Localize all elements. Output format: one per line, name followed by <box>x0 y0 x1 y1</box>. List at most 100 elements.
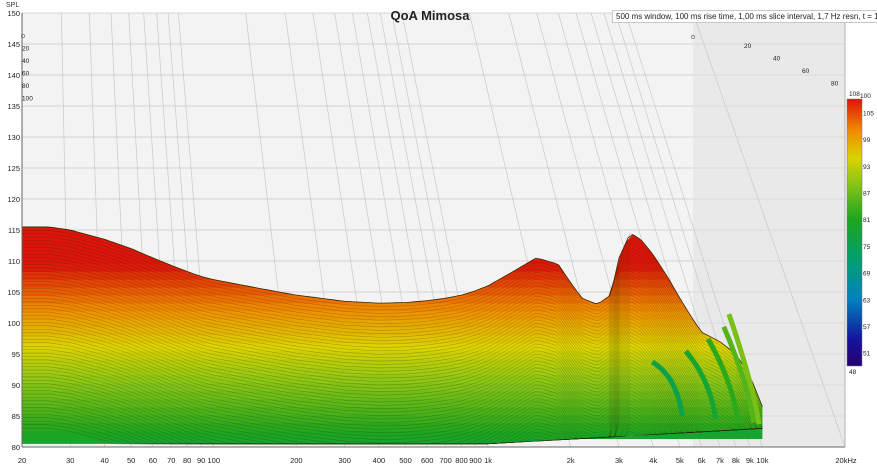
x-tick-label: 20 <box>18 456 26 465</box>
surface-band <box>22 367 763 407</box>
x-tick-label: 80 <box>183 456 191 465</box>
slice-contour <box>22 243 763 424</box>
x-tick-label: 600 <box>421 456 434 465</box>
decay-tail <box>721 325 757 424</box>
slice-contour <box>22 400 763 445</box>
surface-band <box>22 415 763 425</box>
y-tick-label: 100 <box>7 319 20 328</box>
x-tick-label: 70 <box>167 456 175 465</box>
waterfall-surface <box>22 226 763 445</box>
x-ticks: 20 30 40 50 60 70 80 90 100 200 300 400 500 600 700 800… <box>18 456 857 465</box>
colorbar-label: 87 <box>863 190 871 197</box>
x-tick-label: 6k <box>698 456 706 465</box>
decay-tail <box>705 337 741 422</box>
slice-contour <box>22 233 763 414</box>
x-tick-label: 4k <box>649 456 657 465</box>
slice-contour <box>22 301 763 430</box>
slice-contour <box>22 322 763 432</box>
x-tick-label: 30 <box>66 456 74 465</box>
slice-contour <box>22 366 763 444</box>
surface-band <box>22 327 763 407</box>
surface-band <box>22 335 763 407</box>
surface-band <box>22 423 763 433</box>
slice-contour <box>22 376 763 445</box>
surface-band <box>22 375 763 407</box>
decay-tail <box>683 349 719 420</box>
slice-contour <box>22 380 763 445</box>
slice-contour <box>22 397 763 445</box>
x-tick-label: 900 <box>469 456 482 465</box>
slice-contour <box>22 291 763 430</box>
slice-contour <box>22 240 763 421</box>
slice-contour <box>22 424 763 445</box>
colorbar-label: 108 <box>849 91 860 98</box>
slice-contour <box>22 373 763 445</box>
time-axis: 20 20 40 40 60 60 80 80 100 100 <box>21 34 871 103</box>
time-tick-left: 20 <box>22 46 30 53</box>
slice-contour <box>22 339 763 433</box>
y-tick-label: 120 <box>7 195 20 204</box>
slice-contour <box>22 298 763 430</box>
slice-contour <box>22 281 763 430</box>
slice-contour <box>22 383 763 445</box>
slice-contour <box>22 294 763 430</box>
x-tick-label: 2k <box>567 456 575 465</box>
slice-contour <box>22 349 763 433</box>
x-tick-label: 9k <box>746 456 754 465</box>
time-tick-left: 80 <box>22 83 30 90</box>
surface-band <box>22 399 763 409</box>
time-tick-right: 40 <box>773 56 781 63</box>
y-tick-label: 140 <box>7 71 20 80</box>
x-tick-label: 60 <box>149 456 157 465</box>
slice-contour <box>22 328 763 432</box>
x-tick-label: 400 <box>373 456 386 465</box>
slice-contour <box>22 421 763 445</box>
time-tick-left: 100 <box>22 96 33 103</box>
slice-contour <box>22 427 763 445</box>
x-tick-label: 50 <box>127 456 135 465</box>
slice-contour <box>22 277 763 430</box>
slice-contour <box>22 270 763 429</box>
slice-contour <box>22 318 763 432</box>
y-tick-label: 135 <box>7 102 20 111</box>
colorbar-label: 81 <box>863 217 871 224</box>
slice-contour <box>22 390 763 445</box>
x-tick-label: 700 <box>439 456 452 465</box>
colorbar-label: 75 <box>863 244 871 251</box>
colorbar-label: 57 <box>863 324 871 331</box>
slice-contour <box>22 335 763 433</box>
x-tick-label: 7k <box>716 456 724 465</box>
y-tick-label: 145 <box>7 40 20 49</box>
chart-title: QoA Mimosa <box>390 8 470 23</box>
y-tick-label: 130 <box>7 133 20 142</box>
colorbar-label: 63 <box>863 297 871 304</box>
x-unit-label: 20kHz <box>835 456 857 465</box>
colorbar-label: 99 <box>863 137 871 144</box>
surface-band <box>22 407 763 417</box>
time-origin-left <box>21 34 25 38</box>
time-tick-left: 60 <box>22 71 30 78</box>
y-tick-label: 80 <box>12 443 20 452</box>
y-tick-label: 90 <box>12 381 20 390</box>
y-tick-label: 115 <box>8 226 20 235</box>
time-tick-right: 80 <box>831 81 839 88</box>
slice-contour <box>22 274 763 429</box>
surface-band <box>22 391 763 407</box>
y-tick-label: 105 <box>7 288 20 297</box>
slice-contour <box>22 332 763 433</box>
colorbar-label: 48 <box>849 369 857 376</box>
slice-contour <box>22 250 763 429</box>
x-tick-label: 300 <box>338 456 351 465</box>
slice-contour <box>22 305 763 431</box>
slice-contour <box>22 393 763 445</box>
slice-contour <box>22 311 763 431</box>
slice-contour <box>22 356 763 434</box>
y-axis-label: SPL <box>6 2 20 9</box>
decay-tail <box>726 313 762 425</box>
y-tick-label: 125 <box>7 164 20 173</box>
slice-contour <box>22 346 763 433</box>
surface-band <box>22 343 763 407</box>
decay-tail <box>650 359 685 417</box>
colorbar-label: 51 <box>863 351 871 358</box>
